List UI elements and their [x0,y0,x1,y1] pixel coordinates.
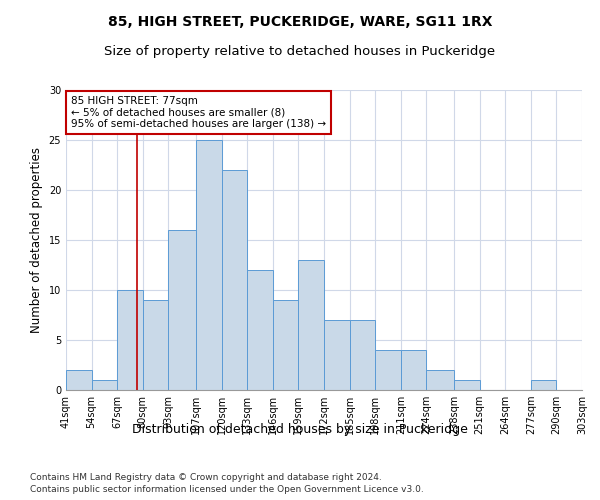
Bar [196,140,221,390]
Bar [350,320,375,390]
Text: Contains HM Land Registry data © Crown copyright and database right 2024.: Contains HM Land Registry data © Crown c… [30,472,382,482]
Text: Contains public sector information licensed under the Open Government Licence v3: Contains public sector information licen… [30,485,424,494]
Text: Distribution of detached houses by size in Puckeridge: Distribution of detached houses by size … [132,422,468,436]
Bar [401,350,427,390]
Text: Size of property relative to detached houses in Puckeridge: Size of property relative to detached ho… [104,45,496,58]
Text: 85, HIGH STREET, PUCKERIDGE, WARE, SG11 1RX: 85, HIGH STREET, PUCKERIDGE, WARE, SG11 … [108,15,492,29]
Bar [427,370,454,390]
Bar [143,300,169,390]
Bar [169,230,196,390]
Bar [247,270,273,390]
Bar [531,380,556,390]
Bar [117,290,143,390]
Y-axis label: Number of detached properties: Number of detached properties [30,147,43,333]
Bar [66,370,92,390]
Bar [92,380,117,390]
Bar [298,260,324,390]
Bar [221,170,247,390]
Text: 85 HIGH STREET: 77sqm
← 5% of detached houses are smaller (8)
95% of semi-detach: 85 HIGH STREET: 77sqm ← 5% of detached h… [71,96,326,129]
Bar [454,380,479,390]
Bar [375,350,401,390]
Bar [273,300,298,390]
Bar [324,320,350,390]
